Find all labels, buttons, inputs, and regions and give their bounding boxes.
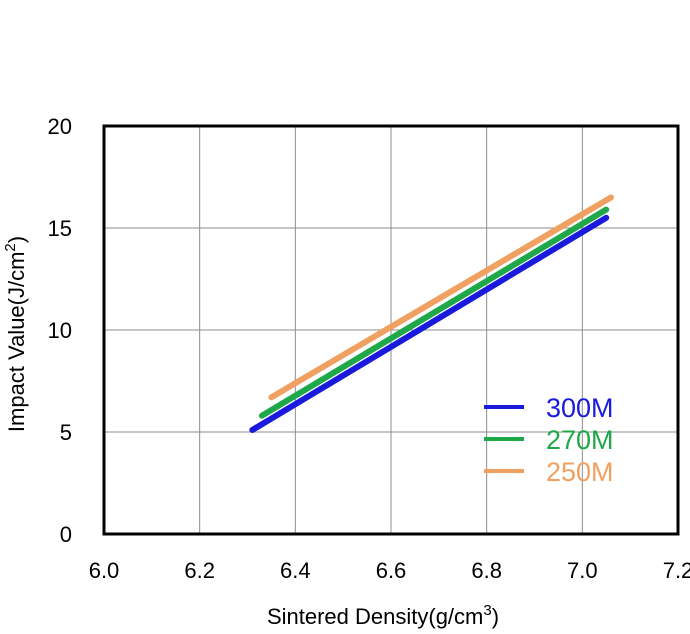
- x-tick-label: 6.2: [184, 558, 215, 583]
- legend-label-270M: 270M: [546, 425, 614, 455]
- y-tick-label: 0: [60, 522, 72, 547]
- x-axis-label-sup: 3: [483, 602, 491, 619]
- plot-frame: [102, 124, 680, 536]
- y-tick-label: 10: [48, 318, 72, 343]
- x-axis-label-text: Sintered Density(g/cm: [267, 604, 483, 629]
- x-tick-labels: 6.0 6.2 6.4 6.6 6.8 7.0 7.2: [89, 558, 690, 583]
- y-axis-label-text: Impact Value(J/cm: [4, 252, 29, 433]
- y-tick-label: 20: [48, 114, 72, 139]
- series-line-270M: [258, 206, 610, 419]
- x-tick-label: 7.2: [663, 558, 690, 583]
- y-axis-label-sup: 2: [2, 243, 19, 251]
- legend-label-300M: 300M: [546, 393, 614, 423]
- series-line-300M: [249, 214, 610, 433]
- x-tick-label: 6.4: [280, 558, 311, 583]
- y-axis-label-end: ): [4, 236, 29, 243]
- y-tick-labels: 0 5 10 15 20: [48, 114, 72, 547]
- series-lines: [249, 194, 614, 433]
- y-axis-label: Impact Value(J/cm2): [2, 236, 29, 432]
- x-axis-label-end: ): [492, 604, 499, 629]
- y-tick-label: 5: [60, 420, 72, 445]
- x-tick-label: 6.6: [376, 558, 407, 583]
- x-tick-label: 7.0: [567, 558, 598, 583]
- series-line-250M: [268, 194, 614, 401]
- x-axis-label: Sintered Density(g/cm3): [267, 602, 499, 629]
- x-tick-label: 6.8: [471, 558, 502, 583]
- legend-label-250M: 250M: [546, 457, 614, 487]
- y-tick-label: 15: [48, 216, 72, 241]
- x-tick-label: 6.0: [89, 558, 120, 583]
